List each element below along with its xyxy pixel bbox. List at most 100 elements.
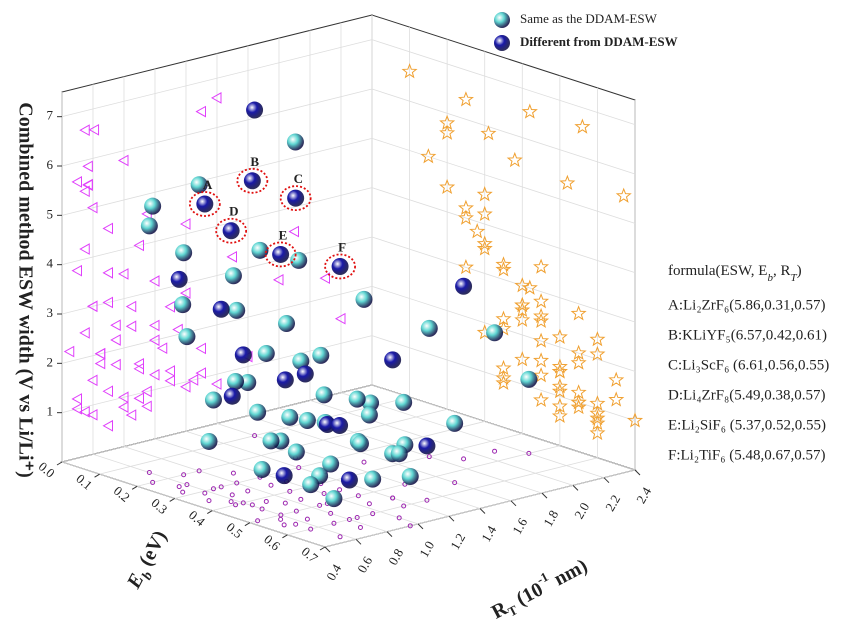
y-tick [131, 485, 138, 490]
right-wall-projection [589, 395, 606, 411]
floor-projection [180, 489, 186, 495]
right-wall-projection [495, 261, 512, 277]
left-wall-projection [148, 368, 160, 381]
right-wall-projection [589, 345, 606, 362]
left-wall-projection [82, 179, 93, 191]
sphere [243, 172, 261, 190]
floor-projection [278, 516, 284, 522]
grid-line [371, 285, 636, 372]
formula-header-part: ) [797, 263, 802, 279]
x-tick-label: 0.6 [354, 553, 375, 575]
z-tick-label: 2 [47, 354, 54, 369]
left-wall-projection [272, 273, 284, 286]
left-wall-projection [102, 385, 113, 398]
floor-projection [146, 470, 152, 476]
floor-projection [492, 448, 498, 454]
sphere [190, 176, 208, 194]
sphere [140, 217, 158, 235]
left-wall-projection [63, 345, 75, 358]
legend-marker [494, 12, 510, 28]
sphere [296, 365, 314, 383]
left-wall-projection [195, 367, 206, 379]
y-tick-label: 0.4 [186, 507, 208, 529]
right-wall-projection [457, 258, 474, 275]
sphere [144, 197, 162, 215]
sphere [222, 222, 240, 240]
left-wall-projection [82, 160, 93, 173]
y-tick-label: 0.7 [299, 544, 321, 566]
left-wall-projection [110, 358, 121, 371]
grid-line [287, 457, 598, 536]
grid-line [309, 400, 574, 486]
floor-projection [452, 480, 458, 486]
right-wall-projection [570, 398, 587, 415]
y-tick-label: 0.1 [73, 471, 95, 493]
sphere [298, 411, 316, 429]
floor-projection [181, 472, 187, 478]
grid-line [249, 445, 560, 524]
left-wall-projection [102, 419, 113, 432]
sphere [455, 277, 473, 295]
floor-projection [268, 482, 274, 488]
legend-label: Same as the DDAM-ESW [520, 11, 658, 26]
right-wall-projection [476, 186, 493, 202]
points [140, 101, 538, 508]
y-tick [56, 461, 63, 466]
sphere [286, 133, 304, 151]
grid-line [99, 396, 410, 475]
right-wall-projection [514, 351, 531, 367]
left-wall-projection [125, 300, 137, 313]
sphere [196, 195, 214, 213]
annotation-label: A [203, 177, 213, 192]
right-wall-projection [495, 374, 512, 390]
sphere [364, 470, 382, 488]
right-wall-projection [469, 223, 486, 239]
sphere [322, 455, 340, 473]
formula-header-part: formula(ESW, E [668, 263, 767, 279]
right-wall-projection [506, 151, 523, 168]
floor-projection [281, 522, 287, 528]
floor-projection [252, 433, 258, 439]
right-wall-projection [551, 328, 568, 344]
y-tick [282, 534, 288, 539]
legend-marker [494, 35, 510, 51]
sphere [420, 319, 438, 337]
left-wall-projection [210, 378, 222, 390]
x-tick-label: 1.0 [416, 538, 437, 560]
floor-projection [426, 454, 432, 460]
left-wall-projection [125, 409, 137, 421]
highlight-ring [264, 241, 297, 268]
left-wall-projection [110, 334, 121, 346]
floor-projection [293, 521, 299, 527]
right-wall-projection [521, 279, 538, 295]
left-wall-projection [102, 267, 113, 279]
sphere [246, 101, 264, 119]
sphere [390, 445, 408, 463]
sphere [384, 351, 402, 369]
highlight-ring [188, 191, 221, 217]
z-tick-label: 6 [47, 157, 54, 172]
floor-projection [354, 515, 360, 521]
left-wall-projection [187, 374, 199, 386]
right-wall-projection [570, 305, 587, 321]
left-wall-projection [226, 251, 237, 263]
floor-projection [240, 500, 246, 506]
grid-line [247, 415, 512, 502]
annotation-label: E [279, 227, 288, 242]
x-tick [479, 508, 486, 514]
left-wall-projection [195, 342, 206, 355]
floor-projection [228, 499, 234, 505]
sphere [275, 467, 293, 485]
right-wall-projection [551, 407, 568, 423]
left-wall-projection [94, 357, 106, 370]
x-tick [448, 515, 455, 522]
sphere [253, 460, 271, 478]
formula-line: C:Li₃ScF₆ (6.61,0.56,0.55) [668, 357, 829, 373]
x-tick [386, 531, 393, 537]
sphere [325, 490, 343, 508]
sphere [290, 251, 308, 269]
right-wall-projection [533, 352, 550, 368]
x-tick-label: 1.6 [509, 515, 530, 537]
formula-line: D:Li₄ZrF₈(5.49,0.38,0.57) [668, 387, 826, 403]
